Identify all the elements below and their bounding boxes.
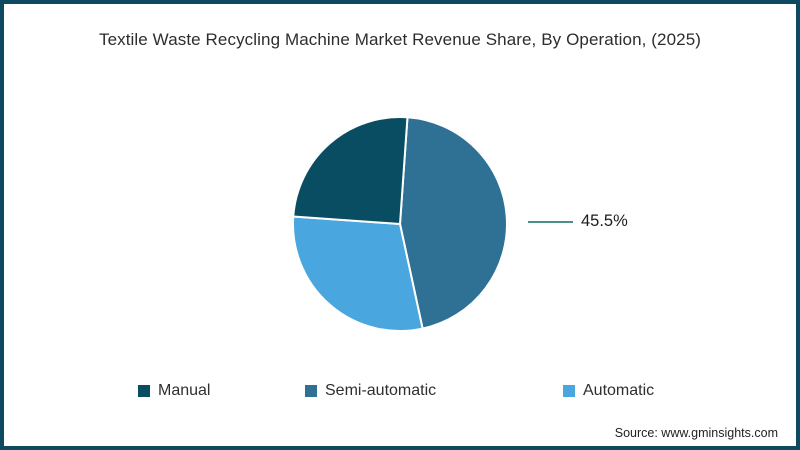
legend-swatch-automatic xyxy=(563,385,575,397)
callout-leader-line xyxy=(528,221,573,223)
legend-item-semi-automatic: Semi-automatic xyxy=(305,380,436,402)
legend-swatch-semi-automatic xyxy=(305,385,317,397)
legend: Manual Semi-automatic Automatic xyxy=(0,380,800,402)
legend-item-automatic: Automatic xyxy=(563,380,654,402)
pie-chart xyxy=(292,116,508,332)
legend-item-manual: Manual xyxy=(138,380,210,402)
chart-title: Textile Waste Recycling Machine Market R… xyxy=(98,30,702,49)
legend-swatch-manual xyxy=(138,385,150,397)
pie-slices xyxy=(292,116,508,332)
pie-slice-semi-automatic xyxy=(399,116,508,330)
callout-value-label: 45.5% xyxy=(581,212,628,230)
source-attribution: Source: www.gminsights.com xyxy=(614,426,778,440)
legend-label-manual: Manual xyxy=(158,382,211,399)
pie-slice-manual xyxy=(292,116,409,225)
pie-slice-automatic xyxy=(292,215,424,332)
legend-label-automatic: Automatic xyxy=(583,382,655,399)
legend-label-semi-automatic: Semi-automatic xyxy=(325,382,437,399)
